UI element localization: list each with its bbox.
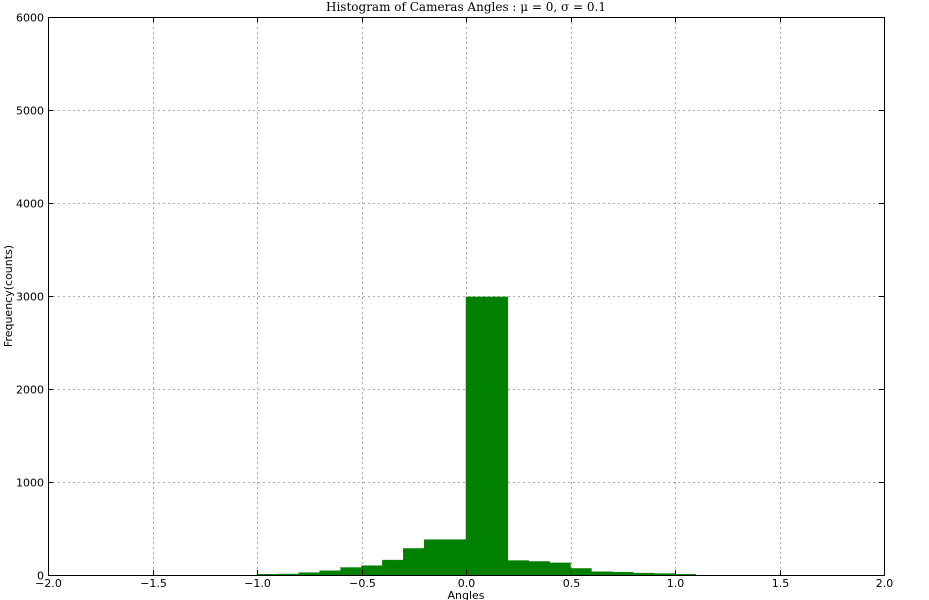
x-tick-label: 1.5 <box>772 577 790 590</box>
histogram-bar <box>570 568 592 576</box>
x-tick-label: −2.0 <box>35 577 62 590</box>
histogram-bar <box>528 561 550 576</box>
histogram-bar <box>277 573 300 576</box>
y-tick-label: 6000 <box>16 12 44 25</box>
histogram-bar <box>486 296 509 576</box>
x-tick-label: −1.0 <box>244 577 271 590</box>
histogram-bar <box>298 572 320 576</box>
y-axis-label: Frequency(counts) <box>2 245 15 347</box>
x-tick-label: 0.5 <box>563 577 581 590</box>
y-tick-label: 5000 <box>16 105 44 118</box>
x-axis-label: Angles <box>447 589 484 600</box>
histogram-bar <box>674 574 697 576</box>
histogram-bar <box>340 567 362 576</box>
y-tick-label: 4000 <box>16 198 44 211</box>
histogram-bar <box>549 562 571 576</box>
y-tick-label: 2000 <box>16 384 44 397</box>
histogram-bar <box>653 573 676 576</box>
chart-title: Histogram of Cameras Angles : μ = 0, σ =… <box>326 0 606 14</box>
ticks-layer: −2.0 −1.5 −1.0 −0.5 0.0 0.5 1.0 1.5 2.0 0 1000 2000… <box>16 12 893 591</box>
x-tick-label: −0.5 <box>349 577 376 590</box>
histogram-bar <box>382 559 404 576</box>
histogram-bar <box>632 572 655 576</box>
y-tick-label: 1000 <box>16 477 44 490</box>
histogram-bar <box>256 574 279 576</box>
histogram-bar <box>361 565 383 576</box>
histogram-bar <box>465 296 488 576</box>
y-tick-label: 0 <box>37 570 44 583</box>
x-tick-label: −1.5 <box>140 577 167 590</box>
x-tick-label: 2.0 <box>876 577 894 590</box>
histogram-bar <box>444 539 467 576</box>
histogram-bar <box>591 571 613 576</box>
histogram-bar <box>507 560 529 576</box>
x-tick-label: 0.0 <box>458 577 476 590</box>
x-tick-label: 1.0 <box>667 577 685 590</box>
y-tick-label: 3000 <box>16 291 44 304</box>
histogram-bar <box>319 570 341 576</box>
bars-layer <box>256 296 697 576</box>
histogram-bar <box>612 571 634 576</box>
histogram-bar <box>403 548 425 576</box>
histogram-bar <box>423 539 446 576</box>
